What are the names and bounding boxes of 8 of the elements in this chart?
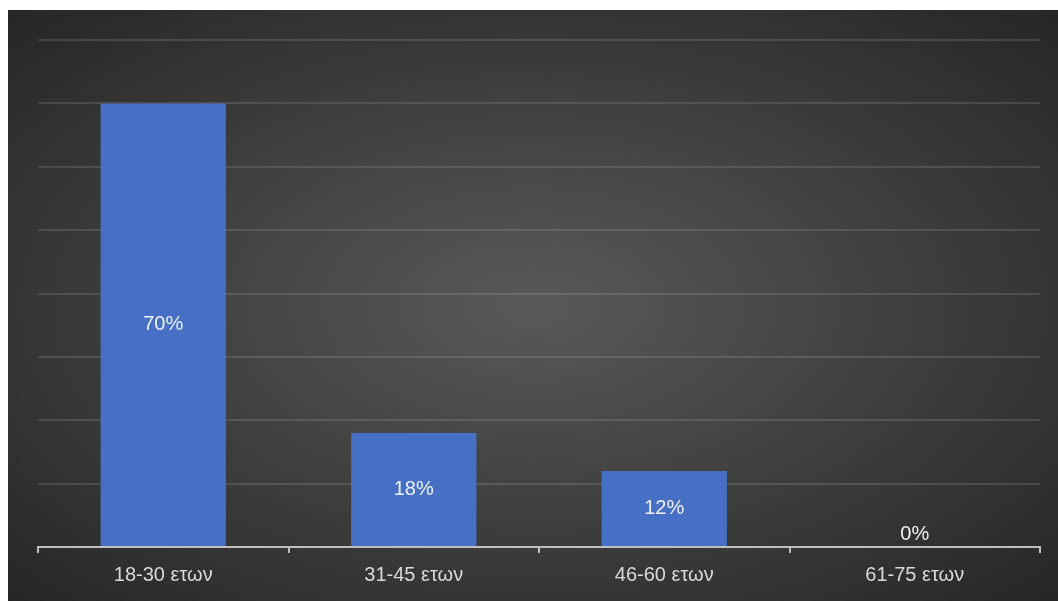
data-label: 70%: [143, 312, 184, 335]
x-tick-label: 61-75 ετων: [865, 562, 965, 585]
x-tick-label: 18-30 ετων: [113, 562, 213, 585]
x-tick-label: 46-60 ετων: [614, 562, 714, 585]
data-label: 12%: [644, 495, 685, 518]
data-label: 18%: [393, 476, 434, 499]
data-label: 0%: [900, 521, 930, 544]
x-tick-label: 31-45 ετων: [364, 562, 464, 585]
